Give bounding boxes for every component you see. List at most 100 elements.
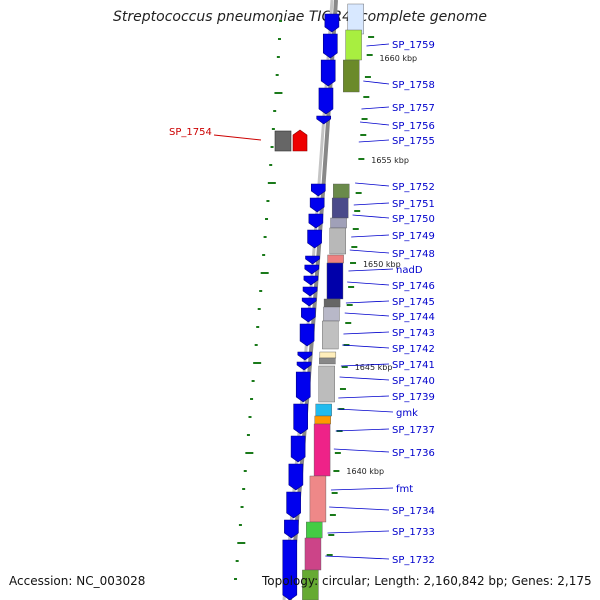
gene-block: [345, 29, 362, 61]
gene-arrow: [296, 361, 312, 371]
tick-mark: [348, 286, 355, 288]
gene-label: SP_1733: [392, 527, 435, 538]
gene-features: [274, 3, 364, 600]
tick-mark: [277, 38, 281, 40]
gene-block: [343, 59, 360, 93]
gene-block: [319, 357, 336, 365]
gene-arrow: [305, 255, 320, 265]
highlight-label-leader-line: [213, 134, 262, 141]
gene-block: [326, 262, 344, 300]
gene-arrow: [324, 13, 340, 33]
gene-block: [333, 183, 350, 199]
gene-arrow: [310, 183, 326, 197]
gene-label: SP_1759: [392, 40, 435, 51]
tick-mark: [256, 326, 260, 328]
position-labels: 1660 kbp 1655 kbp 1650 kbp 1645 kbp 1640 kbp: [346, 54, 417, 476]
gene-label: SP_1743: [392, 328, 435, 339]
tick-mark: [366, 54, 373, 56]
tick-mark: [273, 110, 277, 112]
gene-block: [323, 298, 341, 308]
tick-mark: [328, 534, 335, 536]
label-leader-line: [358, 139, 390, 143]
gene-label: SP_1748: [392, 249, 435, 260]
tick-mark: [350, 262, 357, 264]
tick-mark: [262, 254, 266, 256]
label-leader-line: [338, 395, 390, 399]
label-leader-line: [363, 80, 390, 85]
gene-arrow: [301, 307, 316, 323]
gene-block: [314, 415, 331, 425]
gene-arrow: [301, 297, 317, 307]
tick-mark: [250, 398, 254, 400]
label-leader-line: [366, 43, 390, 47]
gene-label: SP_1737: [392, 425, 435, 436]
tick-mark: [254, 344, 258, 346]
tick-mark: [271, 128, 275, 130]
tick-mark: [234, 578, 238, 580]
tick-mark: [265, 218, 269, 220]
gene-label: SP_1742: [392, 344, 435, 355]
tick-mark: [341, 366, 348, 368]
position-label: 1655 kbp: [371, 156, 409, 165]
tick-mark: [326, 554, 333, 556]
tick-mark: [351, 246, 358, 248]
gene-block: [274, 130, 292, 152]
gene-arrow: [282, 539, 298, 600]
gene-arrow: [308, 213, 324, 229]
label-leader-line: [344, 312, 390, 317]
label-leader-line: [333, 448, 390, 453]
gene-block: [331, 197, 349, 219]
position-label: 1645 kbp: [355, 363, 393, 372]
gene-arrow: [307, 229, 322, 249]
gene-label: SP_1757: [392, 103, 435, 114]
tick-mark: [329, 514, 336, 516]
label-leader-line: [325, 555, 390, 560]
gene-label: SP_1755: [392, 136, 435, 147]
highlight-gene-arrow: [292, 129, 308, 152]
gene-label: SP_1745: [392, 297, 435, 308]
tick-mark: [240, 506, 244, 508]
label-leader-line: [330, 487, 394, 491]
gene-block: [302, 569, 319, 600]
tick-mark: [279, 20, 283, 22]
tick-mark: [355, 192, 362, 194]
position-label: 1640 kbp: [346, 467, 384, 476]
tick-mark: [333, 470, 340, 472]
tick-mark: [243, 470, 247, 472]
gene-block: [315, 403, 332, 417]
tick-mark: [238, 524, 242, 526]
label-leader-line: [348, 268, 394, 272]
gene-arrow: [286, 491, 301, 519]
gene-arrow: [284, 519, 299, 539]
tick-mark: [360, 134, 367, 136]
tick-mark: [358, 158, 365, 160]
gene-arrow: [304, 264, 320, 275]
gene-label: SP_1746: [392, 281, 435, 292]
tick-mark: [361, 118, 368, 120]
label-leader-line: [342, 344, 390, 349]
gene-arrow: [302, 286, 318, 297]
accession-text: Accession: NC_003028: [9, 574, 146, 588]
tick-mark: [368, 36, 375, 38]
gene-arrow: [316, 115, 332, 125]
tick-mark: [245, 452, 254, 454]
tick-mark: [266, 200, 270, 202]
label-leader-line: [337, 408, 394, 413]
gene-label: nadD: [396, 265, 423, 276]
tick-mark: [257, 308, 261, 310]
gene-label: SP_1741: [392, 360, 435, 371]
gene-label: SP_1750: [392, 214, 435, 225]
gene-label: SP_1744: [392, 312, 435, 323]
tick-mark: [346, 304, 353, 306]
gene-arrow: [322, 33, 338, 59]
gene-block: [304, 537, 322, 571]
gene-arrow: [295, 371, 311, 403]
gene-block: [309, 475, 327, 523]
label-leader-line: [353, 202, 390, 206]
gene-label: SP_1758: [392, 80, 435, 91]
label-leader-line: [361, 106, 390, 110]
tick-mark: [274, 92, 283, 94]
tick-mark: [269, 164, 273, 166]
tick-mark: [331, 492, 338, 494]
tick-mark: [237, 542, 246, 544]
